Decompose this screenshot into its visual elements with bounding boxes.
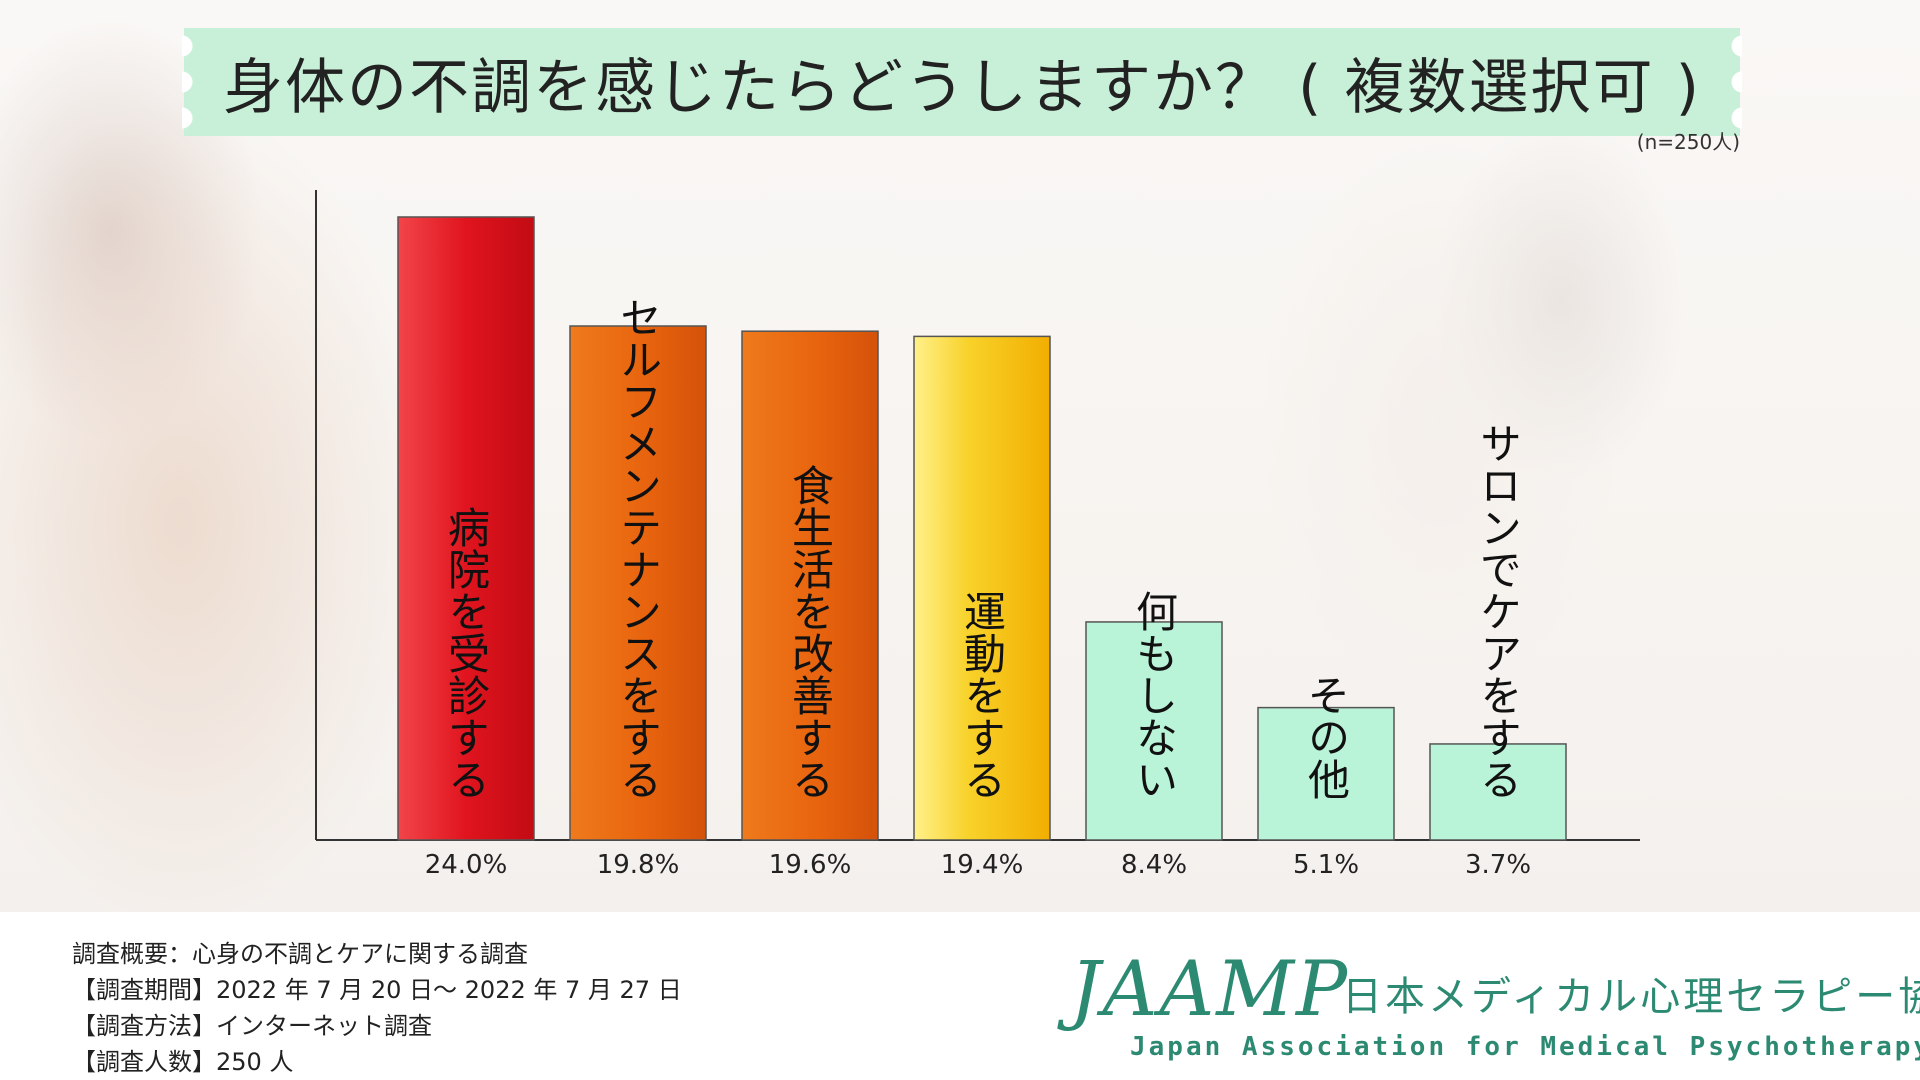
- sample-size: (n=250人): [1636, 130, 1740, 154]
- bar-1: [397, 216, 535, 841]
- jaamp-logo: JAAMP 日本メディカル心理セラピー協会 Japan Association …: [1070, 944, 1920, 1064]
- survey-period: 【調査期間】2022 年 7 月 20 日～ 2022 年 7 月 27 日: [72, 976, 682, 1004]
- survey-notes: 調査概要：心身の不調とケアに関する調査 【調査期間】2022 年 7 月 20 …: [72, 936, 682, 1080]
- survey-method: 【調査方法】インターネット調査: [72, 1012, 432, 1040]
- value-label-1: 24.0%: [425, 850, 508, 880]
- bar-label-5: 何もしない: [1130, 590, 1179, 800]
- bar-4: [913, 335, 1051, 841]
- bar-chart: 病院を受診する セルフメンテナンスをする 食生活を改善する 運動をする 何もしない その他…: [315, 190, 1640, 880]
- banner-scallop-left: [182, 28, 214, 136]
- bar-6: [1257, 706, 1395, 841]
- value-label-2: 19.8%: [597, 850, 680, 880]
- value-label-6: 5.1%: [1293, 850, 1359, 880]
- bar-3: [741, 330, 879, 841]
- page-title: 身体の不調を感じたらどうしますか？ ( 複数選択可 ): [222, 52, 1702, 123]
- bar-2: [569, 325, 707, 841]
- title-banner: 身体の不調を感じたらどうしますか？ ( 複数選択可 ): [182, 28, 1742, 136]
- bar-5: [1085, 621, 1223, 841]
- bar-label-2: セルフメンテナンスをする: [614, 296, 663, 800]
- value-label-7: 3.7%: [1465, 850, 1531, 880]
- bar-label-1: 病院を受診する: [442, 506, 491, 800]
- logo-mark: JAAMP: [1070, 944, 1350, 1033]
- survey-overview: 調査概要：心身の不調とケアに関する調査: [72, 940, 528, 968]
- footer-panel: [0, 912, 1920, 1080]
- value-label-3: 19.6%: [769, 850, 852, 880]
- bar-label-3: 食生活を改善する: [786, 464, 835, 800]
- bar-label-7: サロンでケアをする: [1474, 422, 1523, 800]
- bar-label-6: その他: [1302, 674, 1351, 800]
- logo-name-ja: 日本メディカル心理セラピー協会: [1342, 974, 1920, 1020]
- value-label-5: 8.4%: [1121, 850, 1187, 880]
- survey-count: 【調査人数】250 人: [72, 1048, 294, 1076]
- bar-7: [1429, 743, 1567, 841]
- value-label-4: 19.4%: [941, 850, 1024, 880]
- bar-label-4: 運動をする: [958, 590, 1007, 800]
- logo-name-en: Japan Association for Medical Psychother…: [1130, 1032, 1920, 1062]
